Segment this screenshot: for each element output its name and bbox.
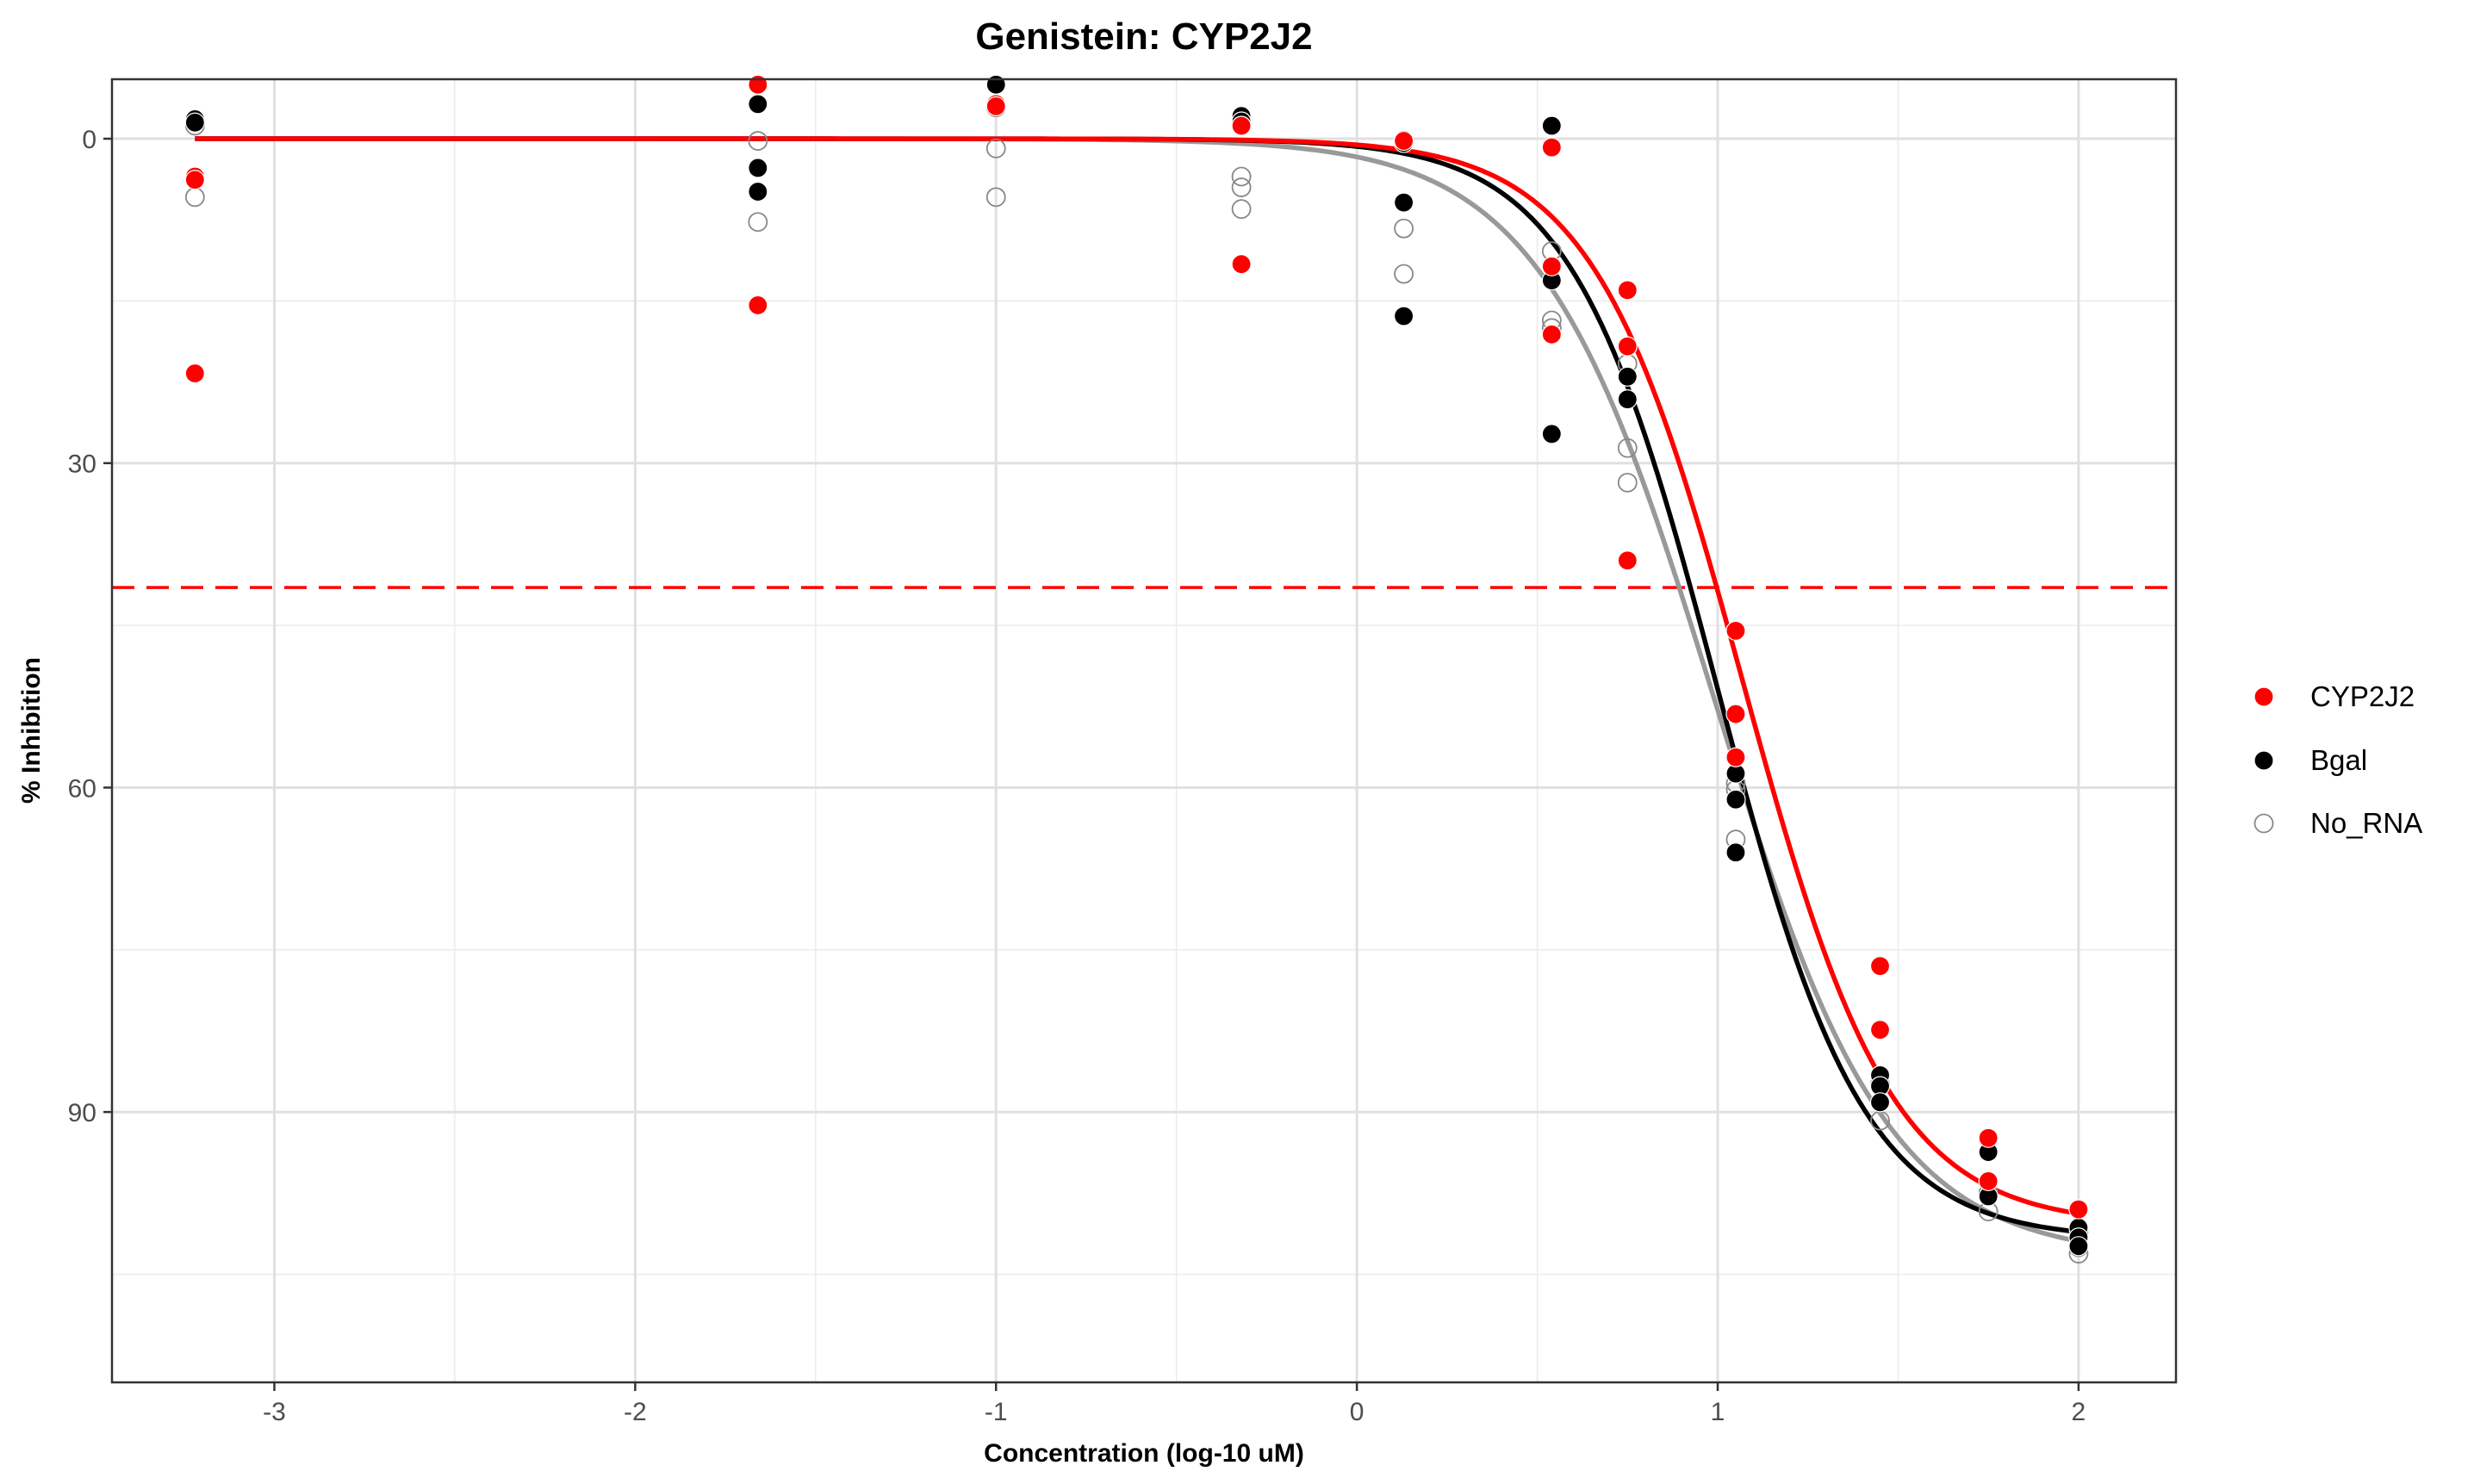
points-layer — [184, 74, 2089, 1264]
axis-layer: -3 -2 -1 0 1 2 0 30 60 90 — [68, 126, 2086, 1426]
point-no-rna — [1231, 199, 1252, 220]
point-cyp2j2 — [1541, 137, 1562, 158]
point-bgal — [1869, 1092, 1891, 1113]
legend-label-bgal: Bgal — [2310, 744, 2367, 776]
point-cyp2j2 — [748, 74, 768, 95]
point-cyp2j2 — [184, 170, 205, 190]
point-cyp2j2 — [1725, 704, 1746, 724]
point-cyp2j2 — [1869, 955, 1891, 977]
point-cyp2j2 — [1978, 1170, 1999, 1192]
point-no-rna — [1394, 218, 1414, 239]
point-cyp2j2 — [1725, 747, 1746, 767]
legend-label-no-rna: No_RNA — [2310, 807, 2422, 839]
legend-key-cyp2j2 — [2254, 686, 2274, 707]
point-no-rna — [1617, 438, 1638, 458]
point-bgal — [2068, 1236, 2089, 1257]
point-cyp2j2 — [1541, 256, 1562, 276]
plot-panel-border — [110, 78, 2178, 1384]
point-bgal — [1725, 789, 1746, 810]
point-cyp2j2 — [748, 295, 768, 316]
point-bgal — [748, 94, 768, 115]
legend-label-cyp2j2: CYP2J2 — [2310, 680, 2415, 712]
point-bgal — [748, 181, 768, 202]
x-tick-label: 2 — [2072, 1398, 2086, 1426]
point-cyp2j2 — [2068, 1199, 2089, 1220]
point-cyp2j2 — [1231, 115, 1252, 136]
point-bgal — [1541, 424, 1562, 444]
legend-key-no-rna — [2254, 813, 2274, 834]
point-bgal — [748, 158, 768, 178]
legend-key-bgal — [2254, 750, 2274, 771]
y-tick-label: 0 — [82, 126, 96, 154]
y-tick-label: 30 — [68, 450, 96, 479]
x-tick-label: -3 — [263, 1398, 286, 1426]
point-cyp2j2 — [1617, 280, 1638, 301]
x-axis-label: Concentration (log-10 uM) — [984, 1439, 1304, 1468]
grid-layer — [112, 79, 2176, 1382]
point-cyp2j2 — [1393, 130, 1414, 152]
point-bgal — [1617, 366, 1638, 387]
y-tick-label: 60 — [68, 774, 96, 803]
point-bgal — [1393, 192, 1414, 213]
point-bgal — [184, 112, 205, 133]
point-cyp2j2 — [1617, 550, 1638, 571]
point-cyp2j2 — [1231, 254, 1252, 275]
point-cyp2j2 — [1617, 336, 1638, 357]
point-cyp2j2 — [184, 363, 205, 384]
point-no-rna — [1617, 472, 1638, 493]
x-tick-label: 0 — [1350, 1398, 1365, 1426]
point-cyp2j2 — [1869, 1020, 1891, 1040]
point-bgal — [985, 74, 1006, 95]
point-no-rna — [1231, 166, 1252, 187]
y-tick-label: 90 — [68, 1099, 96, 1127]
x-tick-label: -2 — [624, 1398, 647, 1426]
point-no-rna — [1394, 264, 1414, 284]
point-cyp2j2 — [1541, 324, 1562, 345]
point-bgal — [1393, 306, 1414, 326]
chart-title: Genistein: CYP2J2 — [975, 16, 1312, 58]
point-bgal — [1541, 115, 1562, 136]
point-no-rna — [748, 131, 768, 151]
y-axis-label: % Inhibition — [17, 657, 46, 804]
point-cyp2j2 — [985, 96, 1006, 116]
point-no-rna — [985, 138, 1006, 158]
point-no-rna — [748, 212, 768, 233]
fit-curve-layer — [195, 136, 2079, 1244]
point-bgal — [1617, 389, 1638, 410]
x-tick-label: 1 — [1711, 1398, 1725, 1426]
legend: CYP2J2 Bgal No_RNA — [2254, 680, 2422, 839]
x-tick-label: -1 — [985, 1398, 1008, 1426]
point-cyp2j2 — [1978, 1127, 1999, 1148]
point-no-rna — [985, 187, 1006, 208]
fit-curve-cyp2j2 — [195, 136, 2079, 1216]
point-bgal — [1725, 842, 1746, 863]
point-cyp2j2 — [1725, 620, 1746, 641]
point-no-rna — [1231, 177, 1252, 197]
